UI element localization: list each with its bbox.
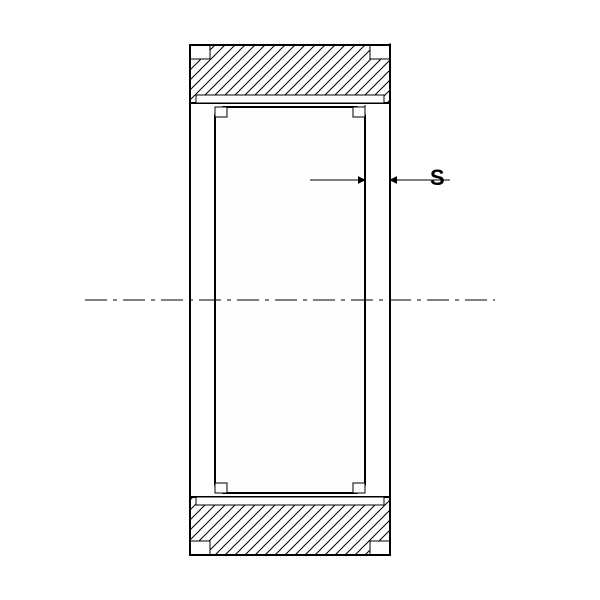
outer-race-groove-top <box>196 95 384 103</box>
dimension-label-s: S <box>430 165 445 190</box>
bearing-cross-section-diagram: S <box>0 0 600 600</box>
outer-race-groove-bottom <box>196 497 384 505</box>
roller-corner-notch <box>215 483 227 493</box>
roller-corner-notch <box>215 107 227 117</box>
race-corner-step <box>370 541 390 555</box>
race-corner-step <box>190 45 210 59</box>
roller-corner-notch <box>353 107 365 117</box>
race-corner-step <box>370 45 390 59</box>
roller-corner-notch <box>353 483 365 493</box>
outer-race-bottom <box>190 497 390 555</box>
outer-race-top <box>190 45 390 103</box>
race-corner-step <box>190 541 210 555</box>
